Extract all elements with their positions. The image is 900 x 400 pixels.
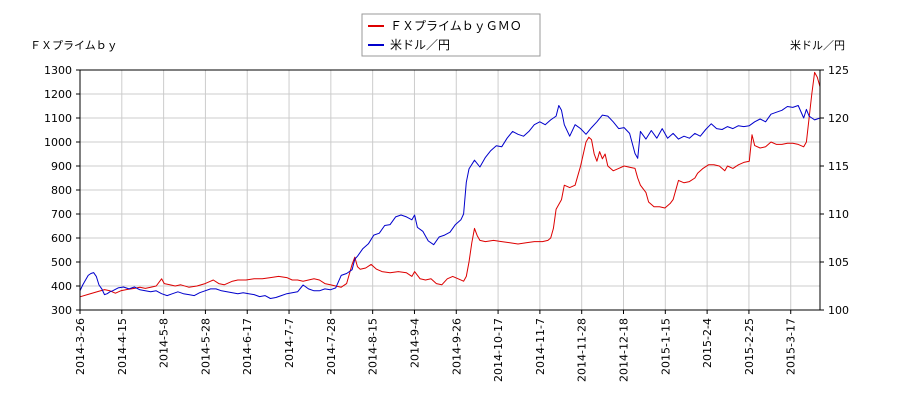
left-tick-label: 600	[51, 232, 72, 245]
left-tick-label: 1200	[44, 88, 72, 101]
right-tick-label: 105	[828, 256, 849, 269]
series-line-1	[79, 71, 821, 298]
left-tick-label: 900	[51, 160, 72, 173]
legend: ＦＸプライムｂｙＧＭＯ 米ドル／円	[361, 13, 541, 57]
x-tick-label: 2014-5-28	[199, 318, 212, 375]
left-tick-label: 300	[51, 304, 72, 317]
x-tick-label: 2014-4-15	[116, 318, 129, 375]
x-tick-label: 2015-2-25	[743, 318, 756, 375]
x-tick-label: 2014-12-18	[618, 318, 631, 382]
left-tick-label: 800	[51, 184, 72, 197]
left-tick-label: 500	[51, 256, 72, 269]
right-axis-ticks: 100 105 110 115 120 125	[820, 64, 849, 317]
x-axis-ticks: 2014-3-26 2014-4-15 2014-5-8 2014-5-28 2014-…	[74, 310, 798, 382]
x-tick-label: 2014-8-15	[367, 318, 380, 375]
right-tick-label: 125	[828, 64, 849, 77]
series-lines	[79, 71, 821, 299]
x-tick-label: 2014-6-17	[241, 318, 254, 375]
x-tick-label: 2015-3-17	[785, 318, 798, 375]
left-axis-ticks: 300 400 500 600 700 800 900 1000 1100 1200 1300	[44, 64, 80, 317]
x-tick-label: 2014-5-8	[158, 318, 171, 368]
x-tick-label: 2014-10-17	[492, 318, 505, 382]
legend-label-series-1: ＦＸプライムｂｙＧＭＯ	[390, 19, 522, 33]
legend-label-series-2: 米ドル／円	[390, 38, 450, 52]
right-tick-label: 110	[828, 208, 849, 221]
right-tick-label: 115	[828, 160, 849, 173]
left-tick-label: 400	[51, 280, 72, 293]
right-tick-label: 100	[828, 304, 849, 317]
right-tick-label: 120	[828, 112, 849, 125]
x-tick-label: 2014-9-4	[408, 318, 421, 368]
left-tick-label: 1000	[44, 136, 72, 149]
left-tick-label: 1100	[44, 112, 72, 125]
x-tick-label: 2015-2-4	[701, 318, 714, 368]
x-tick-label: 2015-1-15	[659, 318, 672, 375]
left-tick-label: 700	[51, 208, 72, 221]
x-tick-label: 2014-7-28	[325, 318, 338, 375]
x-tick-label: 2014-9-26	[450, 318, 463, 375]
legend-box	[361, 13, 541, 57]
x-tick-label: 2014-11-28	[576, 318, 589, 382]
x-tick-label: 2014-7-7	[283, 318, 296, 368]
gridlines	[80, 70, 820, 310]
right-axis-label: 米ドル／円	[790, 39, 845, 52]
series-line-2	[79, 105, 821, 299]
left-tick-label: 1300	[44, 64, 72, 77]
left-axis-label: ＦＸプライムｂｙ	[30, 39, 118, 52]
x-tick-label: 2014-3-26	[74, 318, 87, 375]
x-tick-label: 2014-11-7	[534, 318, 547, 375]
